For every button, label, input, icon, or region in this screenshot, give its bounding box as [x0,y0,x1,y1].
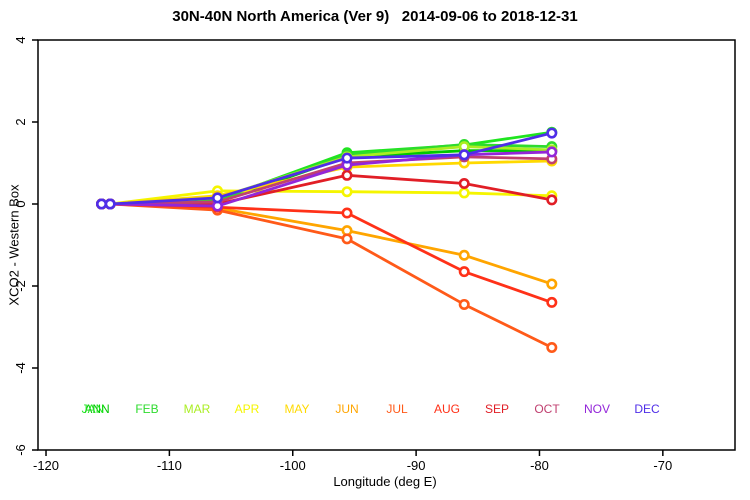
series-marker-JUN [546,278,558,290]
series-marker-JUL [546,341,558,353]
series-marker-SEP [546,194,558,206]
series-marker-DEC [104,198,116,210]
legend-label-feb: FEB [135,402,159,416]
legend-label-mar: MAR [183,402,211,416]
series-marker-APR [341,186,353,198]
plot-box [37,39,736,451]
series-marker-SEP [341,169,353,181]
series-marker-JUL [458,298,470,310]
y-tick-label: 2 [13,118,28,125]
series-marker-DEC [546,127,558,139]
y-tick-label: -2 [13,280,28,292]
legend-label-jan: JAN [81,402,105,416]
x-tick-label: -80 [530,458,549,473]
x-tick-label: -110 [157,458,182,473]
x-tick-label: -100 [280,458,306,473]
series-marker-JUL [341,233,353,245]
series-marker-DEC [458,149,470,161]
legend-label-jun: JUN [335,402,359,416]
x-axis-label: Longitude (deg E) [333,474,437,489]
chart-title: 30N-40N North America (Ver 9) 2014-09-06… [172,8,578,25]
series-marker-AUG [546,296,558,308]
legend-label-sep: SEP [484,402,510,416]
series-marker-NOV [546,146,558,158]
legend-label-jul: JUL [386,402,408,416]
x-tick-label: -120 [33,458,59,473]
series-marker-DEC [96,198,108,210]
legend-label-aug: AUG [433,402,461,416]
y-tick-label: 0 [13,200,28,207]
series-marker-AUG [458,266,470,278]
series-line-AUG [100,202,554,304]
series-line-JUN [100,202,554,286]
series-marker-DEC [341,152,353,164]
legend-label-ann: ANN [84,402,110,416]
x-tick-label: -90 [407,458,426,473]
series-line-JUL [100,202,554,349]
legend-label-may: MAY [284,402,310,416]
legend-label-nov: NOV [583,402,611,416]
legend-label-dec: DEC [634,402,660,416]
series-marker-APR [458,187,470,199]
series-marker-DEC [211,192,223,204]
legend-label-oct: OCT [534,402,560,416]
series-marker-JUN [458,249,470,261]
series-marker-AUG [341,207,353,219]
y-tick-label: 4 [13,36,28,43]
y-tick-label: -6 [13,444,28,456]
legend-label-apr: APR [234,402,260,416]
series-marker-SEP [458,178,470,190]
y-tick-label: -4 [13,362,28,374]
x-tick-label: -70 [653,458,672,473]
